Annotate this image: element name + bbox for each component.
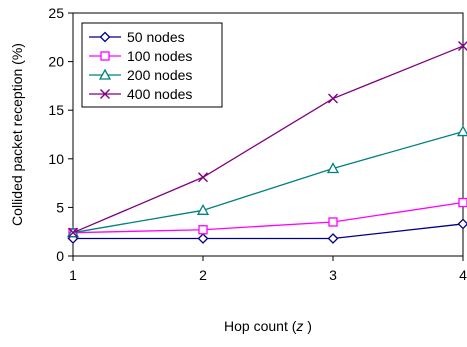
y-axis-title: Collided packet reception (%) bbox=[9, 43, 25, 226]
y-tick-label: 10 bbox=[48, 151, 64, 167]
x-tick-label: 1 bbox=[69, 267, 77, 283]
data-point bbox=[328, 217, 338, 227]
legend: 50 nodes 100 nodes 200 nodes 400 nodes bbox=[81, 22, 223, 108]
data-point bbox=[100, 89, 110, 99]
data-point bbox=[98, 68, 112, 80]
x-tick-label: 2 bbox=[199, 267, 207, 283]
data-point bbox=[68, 227, 78, 238]
series-400-nodes bbox=[68, 41, 467, 238]
y-tick-label: 0 bbox=[56, 248, 64, 264]
x-axis-title: Hop count (z ) bbox=[224, 318, 312, 334]
data-point bbox=[458, 41, 467, 52]
data-point bbox=[457, 218, 467, 230]
y-tick-label: 5 bbox=[56, 199, 64, 215]
y-tick-label: 25 bbox=[48, 5, 64, 21]
y-axis: 0 5 10 15 20 25 bbox=[48, 5, 73, 264]
data-point bbox=[458, 197, 467, 208]
data-point bbox=[327, 233, 339, 244]
series-line bbox=[73, 223, 464, 240]
data-point bbox=[328, 93, 338, 104]
legend-label: 400 nodes bbox=[127, 86, 192, 102]
legend-label: 50 nodes bbox=[127, 29, 185, 45]
legend-label: 100 nodes bbox=[127, 48, 192, 64]
x-axis: 1 2 3 4 bbox=[69, 256, 467, 283]
legend-entry: 50 nodes bbox=[89, 29, 185, 45]
y-tick-label: 20 bbox=[48, 54, 64, 70]
data-point bbox=[456, 125, 467, 137]
data-point bbox=[100, 51, 110, 61]
x-tick-label: 4 bbox=[459, 267, 467, 283]
legend-entry: 200 nodes bbox=[89, 67, 192, 83]
series-layer bbox=[66, 41, 467, 244]
data-point bbox=[326, 162, 340, 174]
data-point bbox=[198, 225, 208, 235]
series-line bbox=[72, 201, 464, 234]
series-line bbox=[72, 130, 464, 234]
y-tick-label: 15 bbox=[48, 102, 64, 118]
legend-entry: 100 nodes bbox=[89, 48, 192, 64]
legend-label: 200 nodes bbox=[127, 67, 192, 83]
series-line bbox=[72, 45, 464, 234]
data-point bbox=[198, 172, 208, 183]
legend-entry: 400 nodes bbox=[89, 86, 192, 102]
data-point bbox=[99, 31, 111, 43]
series-100-nodes bbox=[68, 197, 467, 238]
series-200-nodes bbox=[66, 125, 467, 238]
x-tick-label: 3 bbox=[329, 267, 337, 283]
data-point bbox=[197, 233, 209, 244]
data-point bbox=[196, 203, 210, 215]
